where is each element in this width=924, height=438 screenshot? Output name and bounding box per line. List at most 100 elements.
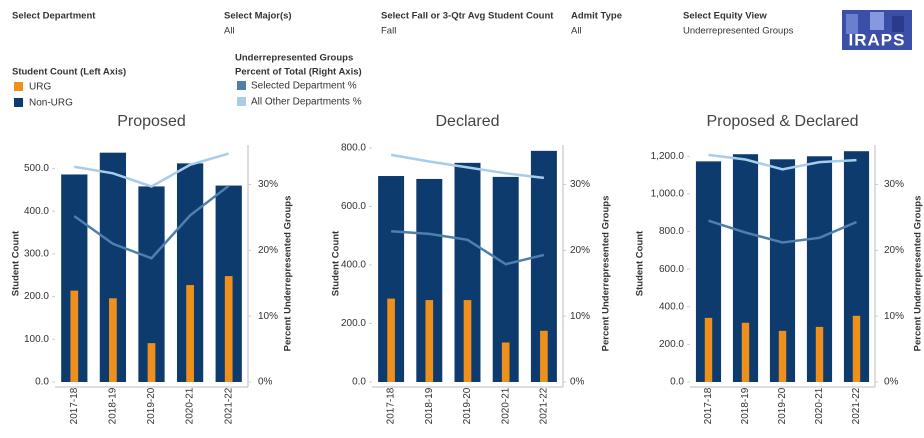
line — [390, 153, 545, 180]
logo-block — [870, 12, 884, 30]
bar — [540, 330, 548, 382]
y2-axis-label: Percent Underrepresented Groups — [913, 196, 924, 352]
filter-label: Admit Type — [571, 11, 622, 22]
x-tick-label: 2020-21 — [185, 387, 196, 424]
legend-label: All Other Departments % — [251, 97, 362, 108]
y2-tick-label: 30% — [570, 179, 590, 190]
bar — [109, 298, 117, 382]
filter-value: All — [571, 26, 582, 37]
filter-label: Select Department — [12, 11, 96, 22]
bar — [224, 276, 233, 382]
filter-value: Underrepresented Groups — [683, 26, 794, 37]
y-tick-label: 600.0 — [659, 264, 684, 275]
line — [708, 219, 857, 244]
x-tick-label: 2020-21 — [500, 387, 511, 424]
x-tick-label: 2021-22 — [223, 387, 234, 424]
y-tick-label: 300.0 — [24, 249, 49, 260]
bar — [463, 300, 472, 382]
bar — [70, 290, 79, 382]
y2-axis-label: Percent Underrepresented Groups — [283, 196, 294, 352]
logo: IRAPS — [842, 10, 912, 50]
logo-block — [892, 16, 904, 32]
x-tick-label: 2018-19 — [740, 387, 751, 424]
y2-tick-label: 10% — [884, 311, 904, 322]
bar — [852, 315, 861, 382]
y2-tick-label: 0% — [258, 377, 273, 388]
line — [391, 229, 545, 266]
x-tick-label: 2019-20 — [462, 387, 473, 424]
legend-swatch — [14, 82, 23, 91]
chart-title: Declared — [435, 113, 499, 130]
chart-title: Proposed — [117, 113, 186, 130]
bar — [501, 342, 510, 382]
legend-title: Student Count (Left Axis) — [12, 67, 126, 78]
y-tick-label: 1,000.0 — [651, 189, 685, 200]
y2-tick-label: 0% — [884, 377, 899, 388]
logo-text: IRAPS — [849, 30, 906, 49]
y2-tick-label: 10% — [570, 311, 590, 322]
line — [74, 152, 230, 188]
filter-label: Select Fall or 3-Qtr Avg Student Count — [381, 11, 554, 22]
legend-swatch — [14, 98, 23, 107]
x-tick-label: 2021-22 — [539, 387, 550, 424]
x-tick-label: 2019-20 — [146, 387, 157, 424]
y-axis-label: Student Count — [11, 230, 22, 296]
y-tick-label: 800.0 — [659, 226, 684, 237]
bar — [741, 322, 750, 382]
legend-label: Non-URG — [29, 98, 73, 109]
y-tick-label: 1,200.0 — [651, 151, 685, 162]
y-tick-label: 200.0 — [659, 339, 684, 350]
x-tick-label: 2019-20 — [777, 387, 788, 424]
legend-label: Selected Department % — [251, 81, 357, 92]
filter-label: Select Major(s) — [224, 11, 292, 22]
y-tick-label: 500.0 — [24, 163, 49, 174]
y-tick-label: 400.0 — [659, 301, 684, 312]
y-tick-label: 400.0 — [24, 206, 49, 217]
logo-block — [846, 14, 858, 34]
filter-label: Select Equity View — [683, 11, 767, 22]
legend-label: URG — [29, 82, 51, 93]
legend-title: Underrepresented Groups — [235, 53, 353, 64]
chart-title: Proposed & Declared — [706, 113, 858, 130]
legend-swatch — [237, 97, 246, 106]
y-tick-label: 100.0 — [24, 334, 49, 345]
y-tick-label: 0.0 — [35, 377, 49, 388]
y-tick-label: 400.0 — [341, 260, 366, 271]
filter-value: Fall — [381, 26, 396, 37]
line — [73, 184, 230, 260]
legend-swatch — [237, 81, 246, 90]
y2-tick-label: 10% — [258, 311, 278, 322]
y-axis-label: Student Count — [331, 230, 342, 296]
y2-tick-label: 30% — [884, 179, 904, 190]
y2-tick-label: 20% — [258, 245, 278, 256]
bar — [425, 300, 434, 382]
y2-axis-label: Percent Underrepresented Groups — [601, 196, 612, 352]
bar — [186, 285, 194, 382]
y2-tick-label: 0% — [570, 377, 585, 388]
y-tick-label: 600.0 — [341, 201, 366, 212]
filter-value: All — [224, 26, 235, 37]
bar — [778, 330, 787, 382]
y-tick-label: 0.0 — [352, 377, 366, 388]
bar — [815, 326, 824, 382]
y-tick-label: 800.0 — [341, 143, 366, 154]
x-tick-label: 2021-22 — [851, 387, 862, 424]
y2-tick-label: 30% — [258, 179, 278, 190]
y2-tick-label: 20% — [884, 245, 904, 256]
x-tick-label: 2017-18 — [703, 387, 714, 424]
bar — [704, 317, 713, 382]
x-tick-label: 2020-21 — [814, 387, 825, 424]
y-tick-label: 200.0 — [341, 318, 366, 329]
y2-tick-label: 20% — [570, 245, 590, 256]
y-tick-label: 200.0 — [24, 291, 49, 302]
x-tick-label: 2018-19 — [424, 387, 435, 424]
y-axis-label: Student Count — [635, 230, 646, 296]
x-tick-label: 2017-18 — [69, 387, 80, 424]
x-tick-label: 2018-19 — [108, 387, 119, 424]
y-tick-label: 0.0 — [670, 377, 684, 388]
legend-title: Percent of Total (Right Axis) — [235, 67, 362, 78]
bar — [147, 343, 156, 382]
line — [708, 153, 857, 171]
x-tick-label: 2017-18 — [386, 387, 397, 424]
